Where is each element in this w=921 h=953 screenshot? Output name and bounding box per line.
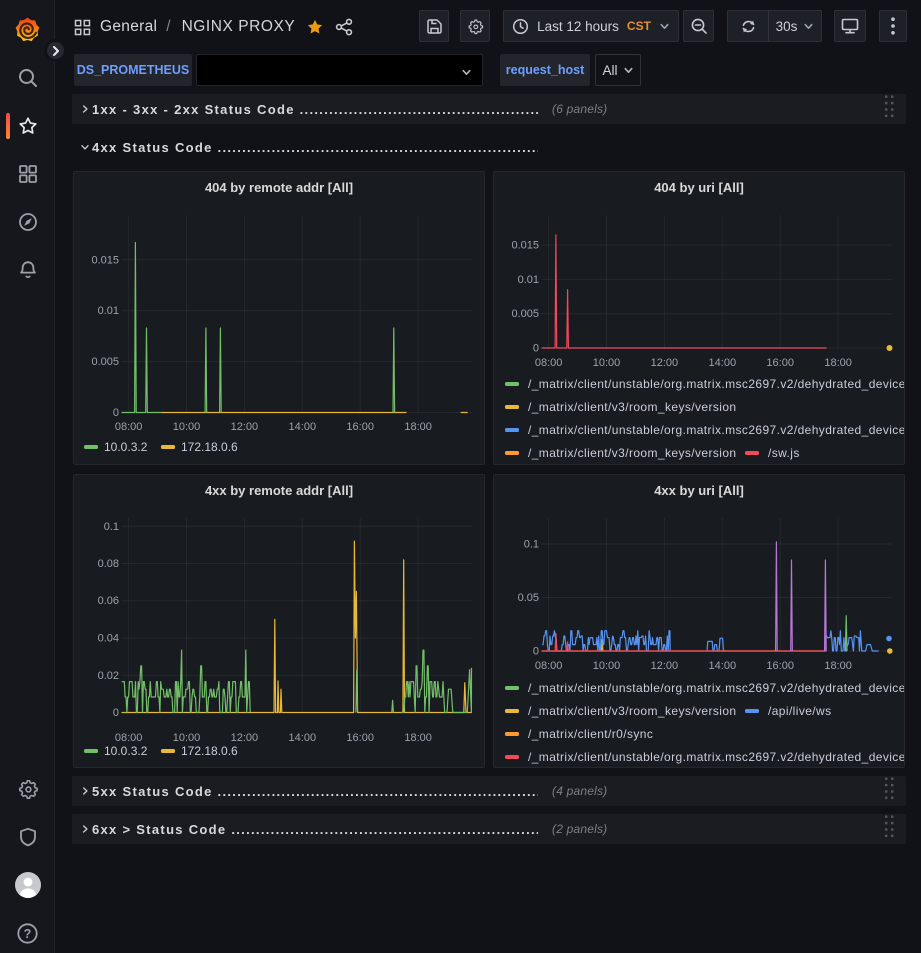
svg-text:0: 0 [113,407,119,419]
svg-text:0.08: 0.08 [98,558,119,570]
svg-text:?: ? [24,927,32,941]
svg-text:172.18.0.6: 172.18.0.6 [181,744,238,758]
svg-text:10:00: 10:00 [593,660,621,672]
svg-text:/_matrix/client/v3/room_keys/v: /_matrix/client/v3/room_keys/version [528,400,736,414]
svg-text:/_matrix/client/unstable/org.m: /_matrix/client/unstable/org.matrix.msc2… [528,377,905,391]
svg-text:0.04: 0.04 [98,633,119,645]
svg-text:08:00: 08:00 [535,660,563,672]
svg-text:16:00: 16:00 [766,660,794,672]
svg-text:0.01: 0.01 [98,305,119,317]
svg-text:4xx by uri [All]: 4xx by uri [All] [654,483,744,498]
svg-text:404 by remote addr [All]: 404 by remote addr [All] [205,180,353,195]
svg-text:/api/live/ws: /api/live/ws [768,704,832,718]
svg-text:10:00: 10:00 [173,421,201,433]
svg-text:0.1: 0.1 [524,539,539,551]
svg-text:12:00: 12:00 [651,357,679,369]
svg-text:12:00: 12:00 [231,732,259,744]
svg-text:0.02: 0.02 [98,670,119,682]
svg-text:/_matrix/client/v3/room_keys/v: /_matrix/client/v3/room_keys/version [528,704,736,718]
svg-text:/_matrix/client/unstable/org.m: /_matrix/client/unstable/org.matrix.msc2… [528,423,905,437]
svg-text:12:00: 12:00 [651,660,679,672]
svg-text:08:00: 08:00 [115,421,143,433]
svg-text:/_matrix/client/v3/room_keys/v: /_matrix/client/v3/room_keys/version [528,446,736,460]
svg-text:18:00: 18:00 [824,357,852,369]
svg-text:0.005: 0.005 [511,308,539,320]
svg-text:18:00: 18:00 [404,421,432,433]
svg-text:/sw.js: /sw.js [768,446,800,460]
svg-text:10:00: 10:00 [593,357,621,369]
svg-text:08:00: 08:00 [535,357,563,369]
svg-text:0.05: 0.05 [518,592,539,604]
svg-text:08:00: 08:00 [115,732,143,744]
svg-text:12:00: 12:00 [231,421,259,433]
svg-text:0.015: 0.015 [91,254,119,266]
svg-text:10.0.3.2: 10.0.3.2 [104,440,148,454]
svg-text:/_matrix/client/unstable/org.m: /_matrix/client/unstable/org.matrix.msc2… [528,681,905,695]
svg-text:14:00: 14:00 [709,660,737,672]
svg-text:0: 0 [533,343,539,355]
svg-text:0.1: 0.1 [104,521,119,533]
svg-text:/_matrix/client/r0/sync: /_matrix/client/r0/sync [528,727,653,741]
svg-text:404 by uri [All]: 404 by uri [All] [654,180,744,195]
svg-text:16:00: 16:00 [766,357,794,369]
svg-text:/_matrix/client/unstable/org.m: /_matrix/client/unstable/org.matrix.msc2… [528,750,905,764]
svg-text:10.0.3.2: 10.0.3.2 [104,744,148,758]
svg-text:18:00: 18:00 [824,660,852,672]
svg-text:10:00: 10:00 [173,732,201,744]
svg-text:18:00: 18:00 [404,732,432,744]
svg-text:0.06: 0.06 [98,595,119,607]
svg-text:14:00: 14:00 [289,732,317,744]
svg-text:14:00: 14:00 [709,357,737,369]
svg-text:172.18.0.6: 172.18.0.6 [181,440,238,454]
svg-text:0.005: 0.005 [91,356,119,368]
svg-text:0.015: 0.015 [511,240,539,252]
svg-text:0: 0 [113,707,119,719]
svg-text:0: 0 [533,646,539,658]
svg-text:0.01: 0.01 [518,274,539,286]
svg-text:16:00: 16:00 [346,732,374,744]
svg-text:16:00: 16:00 [346,421,374,433]
svg-text:4xx by remote addr [All]: 4xx by remote addr [All] [205,483,353,498]
svg-text:14:00: 14:00 [289,421,317,433]
